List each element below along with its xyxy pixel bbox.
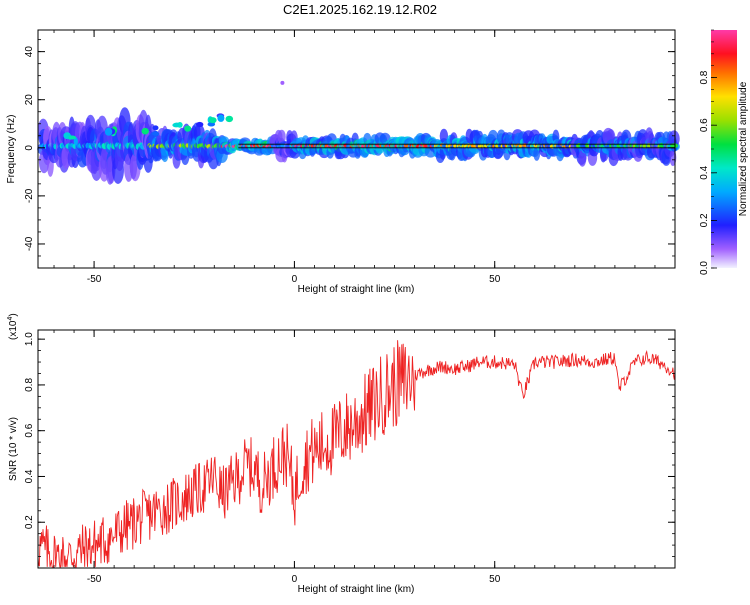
spectrogram-frame xyxy=(37,29,676,269)
spectrogram-cell xyxy=(277,129,286,145)
spectrogram-ylabel: Frequency (Hz) xyxy=(6,115,17,184)
scale-prefix: (x10 xyxy=(8,320,19,340)
y-tick-label: 0.8 xyxy=(24,378,35,392)
y-tick-label: 0.6 xyxy=(24,423,35,437)
y-tick-label: -40 xyxy=(24,236,35,251)
snr-series-line xyxy=(37,340,676,568)
spectrogram-segment xyxy=(431,128,580,163)
y-tick-label: 1.0 xyxy=(24,332,35,346)
harmonic-point xyxy=(225,115,234,123)
colorbar-ticks: 0.0 0.2 0.4 0.6 0.8 xyxy=(699,29,717,275)
harmonic-point xyxy=(141,127,149,135)
colorbar-tick-label: 0.2 xyxy=(699,213,710,227)
x-tick-label: 0 xyxy=(292,274,298,285)
y-tick-label: 20 xyxy=(24,94,35,106)
colorbar-tick-label: 0.8 xyxy=(699,70,710,84)
harmonic-point xyxy=(217,114,225,122)
y-tick-label: 0.2 xyxy=(24,515,35,529)
x-tick-label: 0 xyxy=(292,574,298,585)
snr-frame xyxy=(37,329,676,569)
harmonic-point xyxy=(104,127,113,136)
spectrogram-marks xyxy=(37,80,680,185)
snr-xlabel: Height of straight line (km) xyxy=(298,584,415,595)
harmonic-point xyxy=(68,135,77,140)
figure-title: C2E1.2025.162.19.12.R02 xyxy=(283,2,437,17)
harmonic-point xyxy=(207,122,216,127)
outlier-point xyxy=(280,80,285,85)
colorbar-tick-label: 0.4 xyxy=(699,165,710,179)
snr-panel: -50 0 50 0.2 0.4 0.6 0.8 1.0 Height of straight… xyxy=(7,313,676,595)
colorbar: 0.0 0.2 0.4 0.6 0.8 Normalized spectral ampl… xyxy=(699,29,749,275)
harmonic-point xyxy=(174,122,180,127)
y-tick-label: -20 xyxy=(24,188,35,203)
y-tick-label: 0 xyxy=(24,145,35,151)
snr-ticks: -50 0 50 0.2 0.4 0.6 0.8 1.0 xyxy=(24,330,676,585)
x-tick-label: 50 xyxy=(489,574,501,585)
harmonic-point xyxy=(152,131,160,136)
harmonic-point xyxy=(73,137,78,146)
harmonic-point xyxy=(152,125,159,131)
harmonic-point xyxy=(208,117,217,124)
harmonic-point xyxy=(184,125,192,132)
x-tick-label: -50 xyxy=(87,274,102,285)
spectrogram-xlabel: Height of straight line (km) xyxy=(298,284,415,295)
colorbar-label: Normalized spectral amplitude xyxy=(738,81,749,216)
spectrogram-cell xyxy=(578,149,587,167)
spectrogram-ticks: -50 0 50 -40 -20 0 20 40 xyxy=(24,30,676,285)
scale-exponent: 4 xyxy=(7,317,14,321)
snr-marks xyxy=(37,340,676,568)
spectrogram-harmonic xyxy=(63,113,234,146)
snr-ylabel: SNR (10 * v/v) xyxy=(8,417,19,481)
spectrogram-panel: -50 0 50 -40 -20 0 20 40 Height of straight lin… xyxy=(6,29,680,295)
y-tick-label: 40 xyxy=(24,46,35,58)
colorbar-gradient xyxy=(711,30,737,268)
y-tick-label: 0.4 xyxy=(24,469,35,483)
spectrogram-segment xyxy=(289,132,439,160)
spectrogram-cell xyxy=(668,130,680,148)
x-tick-label: -50 xyxy=(87,574,102,585)
colorbar-tick-label: 0.0 xyxy=(699,261,710,275)
spectrogram-segment xyxy=(218,136,279,156)
scale-close: ) xyxy=(8,313,19,316)
spectrogram-segment xyxy=(89,107,155,185)
colorbar-tick-label: 0.6 xyxy=(699,118,710,132)
snr-scale-label: (x104) xyxy=(7,313,19,340)
x-tick-label: 50 xyxy=(489,274,501,285)
svg-text:(x104): (x104) xyxy=(7,313,19,340)
harmonic-point xyxy=(196,121,204,128)
